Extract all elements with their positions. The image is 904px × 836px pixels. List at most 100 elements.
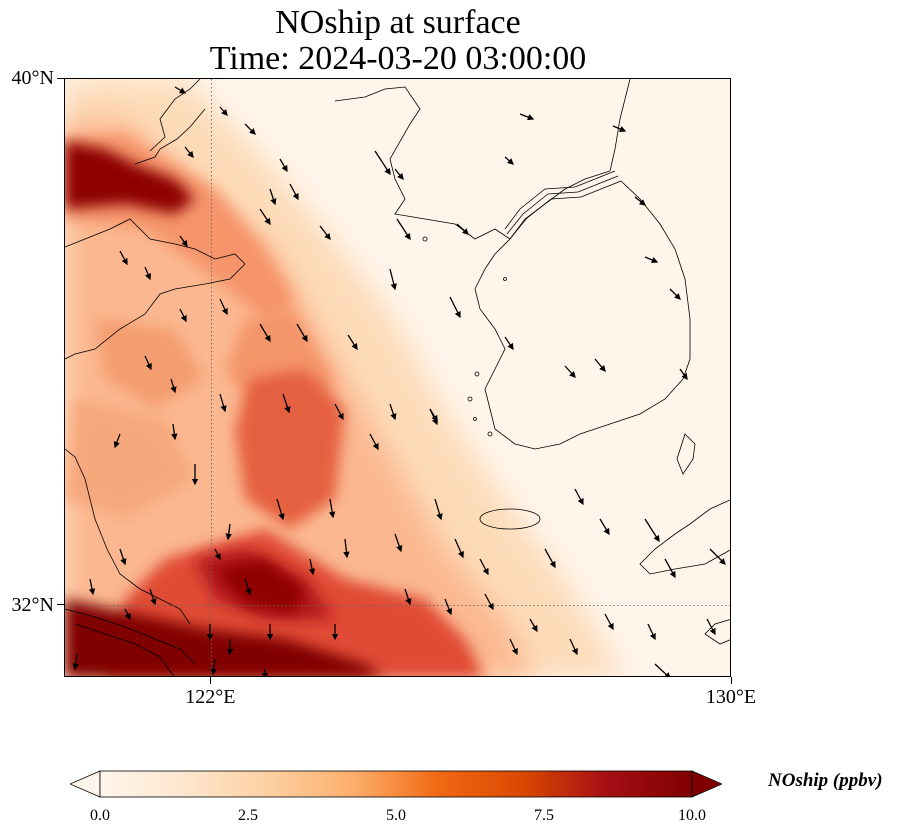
wind-arrow [296,323,308,343]
colorbar-tick-4: 10.0 [678,807,706,824]
wind-arrow [276,498,285,521]
coastline-china-east [65,448,191,625]
wind-arrow [259,208,271,226]
island-4 [473,417,477,421]
colorbar-title: NOship (ppbv) [768,770,883,791]
wind-arrow [664,558,676,579]
wind-arrow [679,368,688,381]
wind-arrow [179,308,187,323]
wind-arrow [669,288,681,300]
wind-arrow [214,548,221,561]
colorbar [70,770,722,798]
title-line-1: NOship at surface [275,4,521,41]
wind-arrow [604,613,614,631]
wind-arrow [319,225,331,241]
wind-arrow [113,433,121,449]
lat-tick-label-40: 40°N [11,67,54,89]
wind-arrow [449,296,461,319]
wind-arrow [504,336,514,351]
field-high-core-east [235,369,345,529]
wind-arrow [599,518,610,536]
wind-arrow [706,618,716,636]
wind-arrow [179,235,188,248]
wind-arrow [289,183,299,201]
wind-arrow [225,523,232,541]
island-3 [487,431,493,437]
wind-arrow [219,106,228,116]
wind-arrow [259,323,271,343]
field-mid-patch-4 [65,399,195,519]
wind-arrow [396,218,411,241]
wind-arrow [544,548,556,569]
wind-arrow [504,156,514,165]
lat-tick-mark-32 [57,604,64,606]
lat-tick-label-32: 32°N [11,593,54,616]
wind-arrow [569,638,578,656]
lon-tick-label-122: 122°E [185,686,236,708]
field-max-northwest [65,141,195,214]
wind-arrow [343,538,350,559]
colorbar-tick-1: 2.5 [238,807,258,824]
korea-dmz-line-1 [504,170,616,230]
wind-arrow [347,334,358,351]
colorbar-tick-3: 7.5 [534,807,554,824]
wind-arrow [269,188,277,206]
kyushu-coast [704,619,730,645]
wind-arrow [444,598,453,616]
island-6 [422,236,428,242]
lon-tick-mark-130 [730,677,732,684]
wind-arrow [334,403,344,421]
wind-arrow [308,558,316,576]
coastline-yangtze-south [74,623,175,676]
island-1 [474,371,480,377]
wind-arrow [219,298,228,316]
wind-arrow [394,168,404,181]
japan-coast [639,499,730,575]
wind-arrow [612,125,627,132]
colorbar-extend-min [70,770,101,798]
lon-tick-mark-122 [209,677,211,684]
wind-arrow [529,618,538,633]
korea-dmz-line-2 [506,175,619,235]
wind-arrow [454,538,464,559]
wind-arrow [149,588,157,606]
colorbar-tick-0: 0.0 [90,807,110,824]
coastlines [65,79,730,676]
gridlines [65,79,730,676]
wind-arrow [244,578,252,596]
colorbar-gradient [99,770,693,798]
lat-tick-mark-40 [57,77,64,79]
wind-arrow [171,423,178,441]
wind-arrow [170,378,177,394]
colorbar-tick-2: 5.0 [386,807,406,824]
concentration-field [65,79,624,676]
wind-vectors [72,86,726,676]
wind-arrow [484,593,494,611]
wind-arrow [509,638,518,656]
wind-arrow [119,548,127,566]
field-max-south-core [215,559,305,614]
wind-arrow [88,578,96,596]
wind-arrow [328,498,336,519]
tsushima-island [676,433,696,475]
colorbar-extend-max [691,770,722,798]
wind-arrow [369,433,379,451]
wind-arrow [184,146,194,159]
wind-arrow [389,403,397,421]
wind-arrow [144,355,152,371]
wind-arrow [374,150,391,176]
island-5 [503,277,507,281]
wind-arrow [210,658,217,676]
coastline-shandong [65,218,246,360]
map-plot-area [64,78,731,677]
coastline-korea-northeast [609,79,631,172]
wind-arrow [634,196,647,206]
wind-arrow [124,608,131,621]
wind-arrow [394,533,403,553]
korea-dmz-line-3 [509,180,622,240]
wind-arrow [244,123,256,135]
wind-arrow [119,250,128,266]
wind-arrow [574,488,584,506]
wind-arrow [279,158,288,173]
wind-arrow [72,653,79,671]
